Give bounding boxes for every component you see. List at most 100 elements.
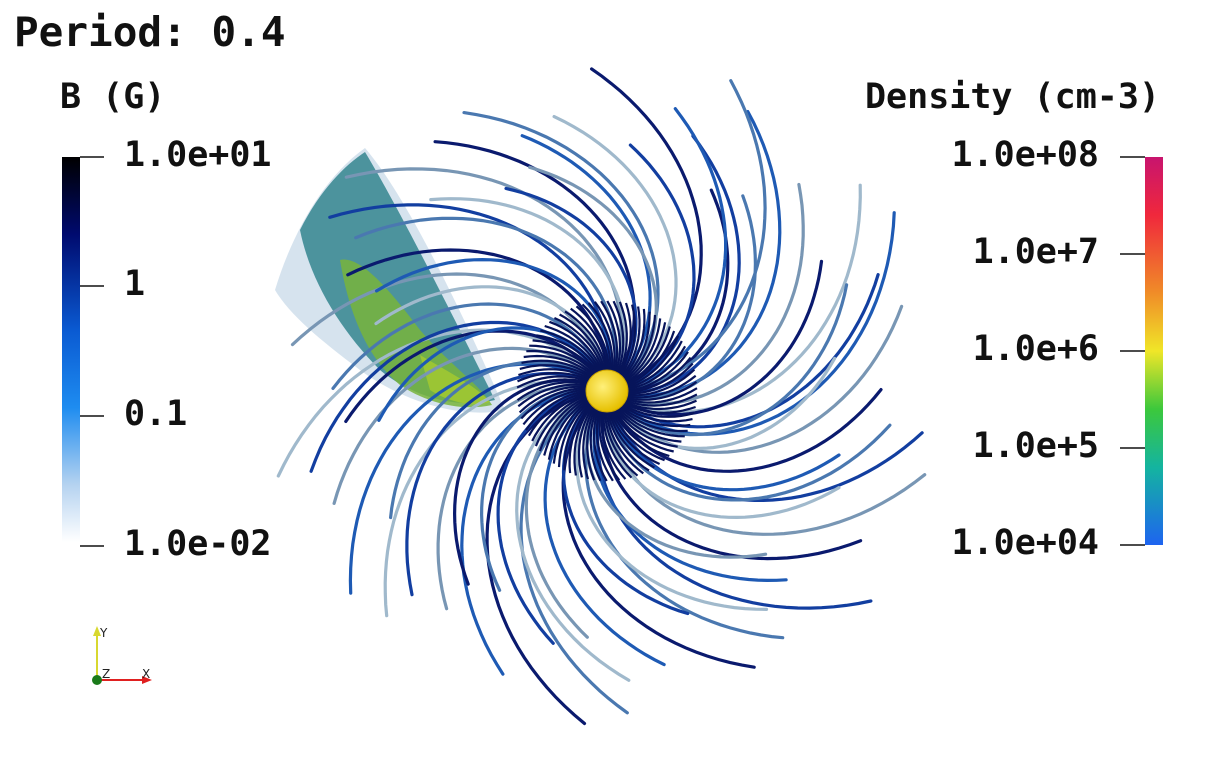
field-line [603, 410, 841, 520]
field-line [627, 134, 741, 395]
field-line-core [570, 307, 609, 372]
field-line-core [543, 396, 589, 456]
field-line-core [523, 354, 595, 377]
field-line-core [621, 402, 695, 418]
period-title: Period: 0.4 [14, 8, 286, 56]
field-line-core [516, 381, 589, 402]
field-line-core [619, 405, 691, 428]
field-line-core [626, 335, 680, 388]
field-line-core [610, 409, 666, 462]
z-axis-label: Z [102, 667, 110, 681]
field-line-core [586, 407, 597, 481]
density-tick-label: 1.0e+6 [972, 329, 1099, 369]
field-line-core [544, 324, 602, 373]
field-line-core [520, 387, 588, 420]
x-axis-label: X [142, 667, 150, 681]
field-line-core [619, 304, 637, 377]
field-line-core [552, 399, 590, 464]
field-line-core [547, 398, 590, 460]
field-line-core [568, 403, 593, 474]
field-line-core [613, 408, 674, 453]
b-tick-label: 1.0e-02 [124, 524, 272, 564]
density-colorbar-ticks [1120, 156, 1145, 546]
field-line-core [531, 392, 588, 442]
field-line [600, 410, 863, 561]
field-line-core [563, 402, 592, 471]
field-line [609, 410, 841, 492]
field-line-core [595, 409, 614, 482]
density-colorbar-title: Density (cm-3) [864, 77, 1160, 117]
field-line-core [606, 300, 622, 374]
b-tick-label: 1 [124, 264, 146, 304]
field-line-core [625, 387, 698, 404]
field-line-core [618, 405, 688, 433]
field-line-core [518, 368, 592, 381]
field-line [627, 110, 782, 398]
field-line-core [626, 356, 692, 394]
field-line-core [517, 371, 591, 383]
field-line-core [606, 410, 650, 472]
field-line [374, 285, 607, 372]
field-line-core [538, 395, 589, 452]
field-line-core [626, 345, 687, 391]
density-tick-label: 1.0e+5 [972, 426, 1099, 466]
field-line-core [626, 374, 697, 399]
field-line [590, 67, 703, 385]
field-line-core [536, 334, 600, 374]
field-line-core [526, 349, 596, 377]
field-line-core [612, 409, 670, 458]
axes-triad: Y Z X [92, 626, 152, 685]
b-tick-label: 1.0e+01 [124, 135, 272, 175]
field-line [429, 197, 627, 374]
field-line-core [616, 407, 682, 443]
field-line-core [518, 385, 588, 414]
field-line [462, 111, 660, 379]
field-line-core [587, 302, 614, 372]
field-line-core [557, 400, 591, 468]
field-line-core [581, 303, 612, 372]
x-axis-arrow [142, 676, 152, 684]
field-line [496, 391, 587, 645]
density-tick-label: 1.0e+7 [972, 232, 1099, 272]
field-line-core [525, 389, 588, 431]
field-line-core [624, 393, 698, 407]
field-line-core [621, 308, 646, 379]
field-line-core [625, 380, 698, 401]
field-line-core [617, 301, 628, 375]
star [585, 369, 629, 413]
field-line-core [622, 311, 651, 380]
field-line-core [609, 410, 661, 465]
field-line-core [625, 330, 676, 387]
field-line [290, 272, 605, 372]
field-line-core [626, 340, 683, 390]
b-colorbar-title: B (G) [60, 77, 166, 117]
field-line-core [575, 305, 611, 372]
field-line-core [608, 410, 655, 469]
field-line-core [534, 394, 588, 447]
field-line-core [600, 410, 627, 480]
b-colorbar-ticks [80, 156, 104, 547]
field-line-core [559, 313, 606, 372]
field-line [561, 404, 756, 669]
z-axis-dot [92, 675, 102, 685]
field-line [389, 360, 592, 520]
b-colorbar [62, 157, 80, 542]
field-line-core [622, 401, 696, 414]
field-line-core [602, 410, 633, 479]
y-axis-label: Y [99, 626, 108, 640]
field-line [617, 304, 904, 454]
field-line-core [593, 301, 616, 373]
field-line-core [618, 302, 632, 376]
field-line-core [516, 375, 590, 389]
field-line-core [529, 344, 597, 376]
field-line-core [626, 362, 694, 395]
field-line-core [522, 388, 588, 426]
density-tick-label: 1.0e+04 [951, 523, 1099, 563]
field-line [524, 397, 589, 639]
field-line-core [573, 404, 594, 476]
y-axis-arrow [93, 626, 101, 636]
field-lines [276, 67, 927, 726]
field-line-core [553, 317, 605, 372]
density-colorbar [1145, 157, 1163, 545]
